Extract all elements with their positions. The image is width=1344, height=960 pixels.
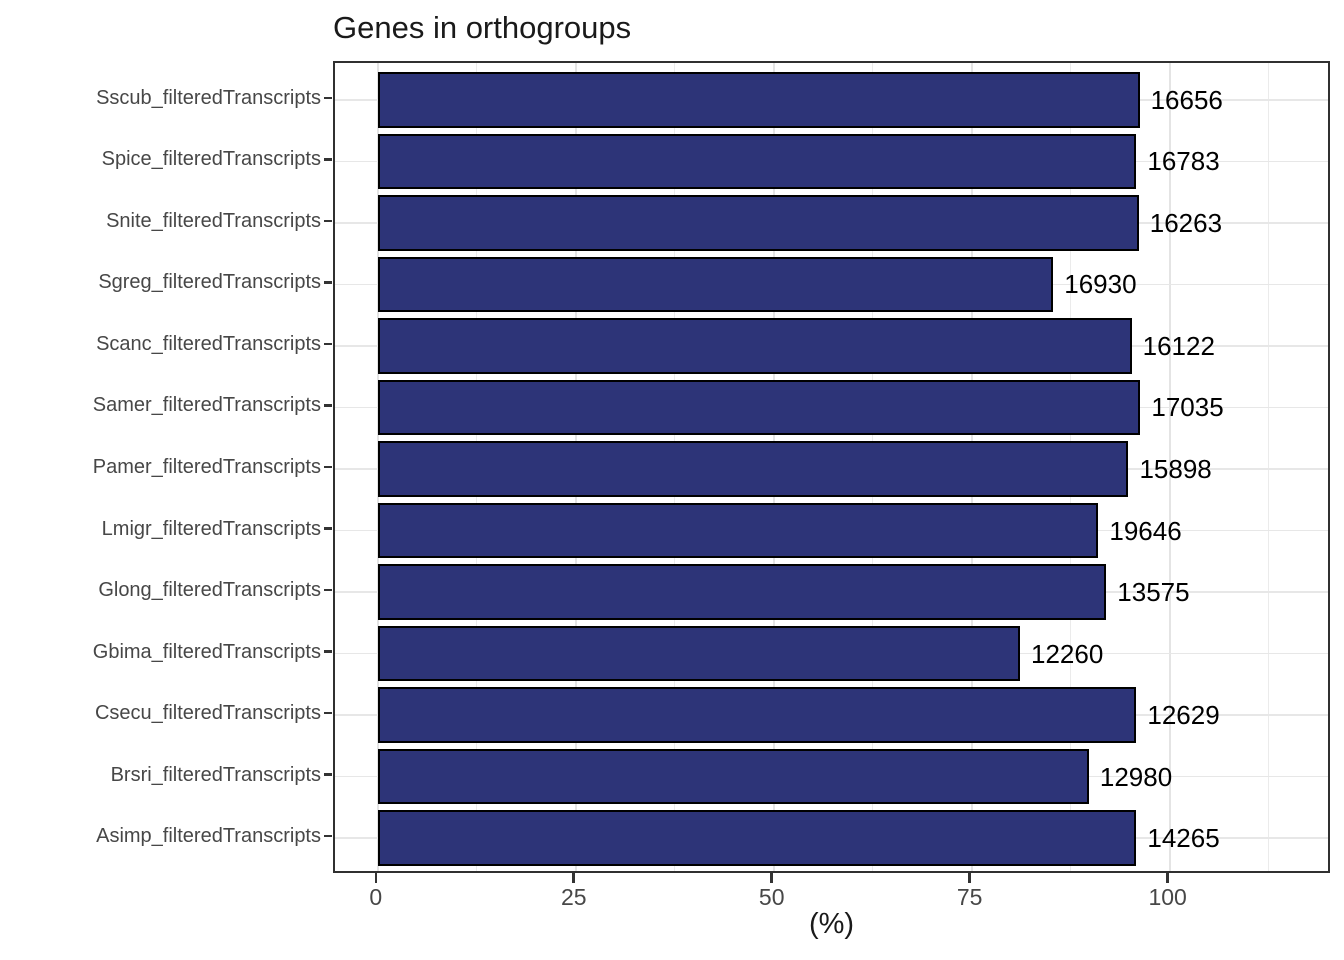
bar [377,810,1137,866]
bar [377,195,1139,251]
x-tick-label: 50 [758,884,785,910]
bar [377,379,1141,436]
chart-title: Genes in orthogroups [333,10,632,45]
y-axis-tick [324,773,332,776]
y-axis-label: Sgreg_filteredTranscripts [98,271,321,294]
bar-value-label: 16656 [1150,84,1223,115]
x-tick-label: 75 [956,884,983,910]
bar [377,133,1137,190]
x-axis-tick [770,873,773,883]
bar [377,318,1132,374]
plot-panel: 16656 16783 16263 16930 16122 17035 15898 19646… [333,61,1330,873]
x-tick-label: 0 [369,884,383,910]
bar-value-label: 16783 [1147,146,1220,177]
bar-value-label: 15898 [1139,454,1212,484]
y-axis-tick [324,834,332,838]
y-axis-label: Asimp_filteredTranscripts [96,825,321,848]
bar-value-label: 16263 [1149,207,1223,238]
y-axis-label: Scanc_filteredTranscripts [96,332,321,355]
bar [377,72,1140,128]
y-axis-label: Sscub_filteredTranscripts [96,86,321,109]
x-tick-label: 100 [1148,884,1187,910]
x-axis-tick [1166,873,1169,883]
bar [377,625,1020,682]
bar-value-label: 16122 [1142,330,1215,361]
x-axis-tick [572,873,575,883]
y-axis-tick [324,650,332,653]
bar [377,256,1054,313]
y-axis-tick [324,588,332,592]
bar-value-label: 14265 [1147,823,1220,854]
y-axis-tick [324,219,332,223]
bar-value-label: 12980 [1099,761,1173,792]
bar [377,748,1089,805]
gridline-minor-vertical [1267,63,1270,871]
y-axis-label: Gbima_filteredTranscripts [92,640,321,663]
gridline-major-vertical [1168,63,1171,871]
bar-value-label: 12629 [1147,700,1220,731]
y-axis-tick [324,342,332,346]
x-axis-tick [968,873,971,883]
x-axis-title: (%) [808,908,855,940]
bar [377,441,1129,497]
bar-value-label: 16930 [1064,269,1137,300]
y-axis-label: Snite_filteredTranscripts [106,209,321,232]
y-axis-label: Samer_filteredTranscripts [92,394,321,417]
y-axis-label: Spice_filteredTranscripts [101,148,321,171]
y-axis-label: Pamer_filteredTranscripts [92,456,321,478]
x-tick-label: 25 [560,884,587,910]
bar-value-label: 19646 [1109,515,1182,546]
y-axis-label: Brsri_filteredTranscripts [110,763,321,786]
y-axis-tick [324,527,332,530]
y-axis-tick [324,158,332,161]
y-axis-tick [324,404,332,407]
y-axis-label: Glong_filteredTranscripts [98,579,321,602]
x-axis-tick [374,873,377,883]
bar [377,564,1107,620]
bar [377,502,1099,559]
bar [377,687,1137,743]
y-axis-tick [324,465,332,469]
bar-value-label: 12260 [1030,638,1104,669]
y-axis-tick [324,711,332,715]
y-axis-label: Csecu_filteredTranscripts [94,702,321,725]
y-axis-label: Lmigr_filteredTranscripts [101,517,321,540]
bar-value-label: 17035 [1151,392,1224,423]
bar-value-label: 13575 [1117,577,1190,608]
y-axis-tick [324,96,332,100]
y-axis-tick [324,281,332,284]
